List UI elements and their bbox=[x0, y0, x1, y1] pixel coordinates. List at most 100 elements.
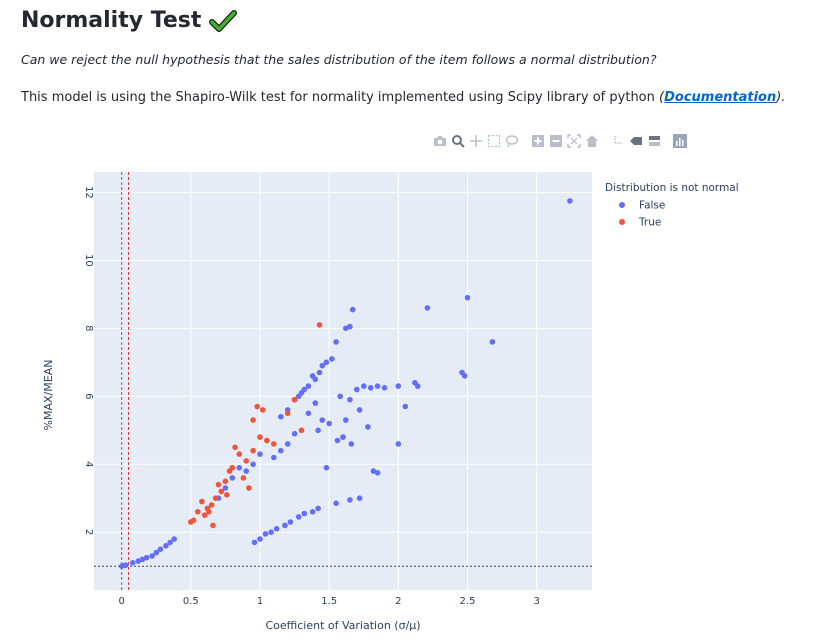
data-point[interactable] bbox=[273, 526, 280, 532]
legend-marker-false[interactable] bbox=[619, 202, 625, 208]
data-point[interactable] bbox=[208, 502, 215, 508]
data-point[interactable] bbox=[323, 464, 330, 471]
data-point[interactable] bbox=[260, 407, 266, 413]
lasso-select-icon[interactable] bbox=[504, 133, 520, 149]
data-point[interactable] bbox=[232, 444, 238, 451]
data-point[interactable] bbox=[250, 447, 256, 454]
data-point[interactable] bbox=[284, 410, 291, 417]
legend-label-true[interactable]: True bbox=[638, 217, 661, 229]
data-point[interactable] bbox=[199, 498, 205, 505]
data-point[interactable] bbox=[236, 451, 243, 457]
zoom-icon[interactable] bbox=[450, 133, 466, 149]
data-point[interactable] bbox=[305, 410, 312, 417]
data-point[interactable] bbox=[340, 434, 346, 440]
data-point[interactable] bbox=[167, 539, 173, 546]
data-point[interactable] bbox=[240, 475, 247, 481]
data-point[interactable] bbox=[291, 396, 298, 403]
data-point[interactable] bbox=[250, 417, 256, 423]
data-point[interactable] bbox=[414, 383, 421, 389]
data-point[interactable] bbox=[356, 495, 363, 502]
data-point[interactable] bbox=[567, 198, 573, 204]
camera-icon[interactable] bbox=[432, 133, 448, 149]
data-point[interactable] bbox=[354, 386, 360, 393]
data-point[interactable] bbox=[201, 512, 208, 518]
data-point[interactable] bbox=[301, 510, 308, 517]
data-point[interactable] bbox=[257, 451, 263, 457]
data-point[interactable] bbox=[333, 500, 339, 507]
data-point[interactable] bbox=[489, 339, 496, 345]
data-point[interactable] bbox=[367, 385, 374, 391]
data-point[interactable] bbox=[257, 434, 263, 440]
data-point[interactable] bbox=[315, 505, 321, 512]
data-point[interactable] bbox=[143, 554, 150, 561]
data-point[interactable] bbox=[206, 509, 212, 515]
data-point[interactable] bbox=[295, 514, 302, 520]
data-point[interactable] bbox=[163, 543, 169, 549]
data-point[interactable] bbox=[424, 305, 431, 311]
data-point[interactable] bbox=[374, 383, 381, 389]
data-point[interactable] bbox=[268, 529, 274, 535]
data-point[interactable] bbox=[284, 441, 291, 447]
data-point[interactable] bbox=[316, 322, 323, 328]
data-point[interactable] bbox=[349, 306, 356, 313]
zoom-in-icon[interactable] bbox=[530, 133, 546, 149]
data-point[interactable] bbox=[229, 464, 236, 471]
data-point[interactable] bbox=[356, 407, 363, 413]
hover-closest-icon[interactable] bbox=[628, 133, 644, 149]
data-point[interactable] bbox=[278, 447, 284, 454]
data-point[interactable] bbox=[370, 468, 377, 474]
autoscale-icon[interactable] bbox=[566, 133, 582, 149]
data-point[interactable] bbox=[323, 359, 330, 366]
spike-lines-icon[interactable] bbox=[610, 133, 626, 149]
data-point[interactable] bbox=[218, 488, 225, 495]
data-point[interactable] bbox=[402, 403, 409, 410]
data-point[interactable] bbox=[212, 495, 219, 502]
data-point[interactable] bbox=[271, 441, 277, 447]
data-point[interactable] bbox=[395, 383, 402, 389]
data-point[interactable] bbox=[347, 497, 353, 503]
data-point[interactable] bbox=[153, 549, 160, 556]
hover-compare-icon[interactable] bbox=[646, 133, 662, 149]
data-point[interactable] bbox=[215, 481, 222, 488]
data-point[interactable] bbox=[236, 464, 243, 471]
data-point[interactable] bbox=[271, 454, 277, 461]
data-point[interactable] bbox=[210, 522, 216, 529]
data-point[interactable] bbox=[298, 427, 305, 434]
data-point[interactable] bbox=[347, 396, 353, 403]
data-point[interactable] bbox=[329, 356, 335, 362]
legend-marker-true[interactable] bbox=[619, 219, 625, 225]
box-select-icon[interactable] bbox=[486, 133, 502, 149]
data-point[interactable] bbox=[157, 546, 164, 552]
pan-icon[interactable] bbox=[468, 133, 484, 149]
data-point[interactable] bbox=[139, 556, 146, 563]
data-point[interactable] bbox=[316, 369, 323, 376]
data-point[interactable] bbox=[149, 553, 155, 559]
data-point[interactable] bbox=[195, 509, 201, 515]
data-point[interactable] bbox=[333, 339, 339, 345]
data-point[interactable] bbox=[334, 437, 341, 444]
data-point[interactable] bbox=[262, 531, 269, 537]
data-point[interactable] bbox=[464, 294, 471, 301]
data-point[interactable] bbox=[257, 536, 263, 542]
data-point[interactable] bbox=[291, 430, 298, 437]
data-point[interactable] bbox=[251, 539, 258, 546]
data-point[interactable] bbox=[278, 413, 284, 420]
data-point[interactable] bbox=[254, 403, 260, 410]
data-point[interactable] bbox=[188, 519, 194, 525]
data-point[interactable] bbox=[246, 485, 252, 491]
data-point[interactable] bbox=[319, 362, 326, 369]
data-point[interactable] bbox=[287, 519, 294, 525]
data-point[interactable] bbox=[309, 509, 316, 515]
data-point[interactable] bbox=[361, 383, 367, 389]
data-point[interactable] bbox=[305, 383, 312, 389]
data-point[interactable] bbox=[224, 492, 230, 498]
legend-label-false[interactable]: False bbox=[639, 200, 665, 212]
data-point[interactable] bbox=[295, 393, 302, 400]
zoom-out-icon[interactable] bbox=[548, 133, 564, 149]
documentation-link[interactable]: Documentation bbox=[664, 90, 777, 105]
data-point[interactable] bbox=[243, 458, 249, 464]
data-point[interactable] bbox=[374, 470, 381, 476]
data-point[interactable] bbox=[243, 468, 249, 474]
data-point[interactable] bbox=[343, 325, 349, 332]
data-point[interactable] bbox=[129, 560, 136, 566]
